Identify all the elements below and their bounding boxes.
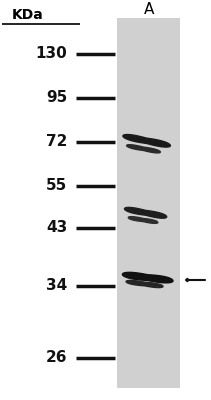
Polygon shape bbox=[123, 134, 170, 147]
Polygon shape bbox=[128, 217, 158, 223]
Text: KDa: KDa bbox=[12, 8, 43, 22]
Bar bbox=[117, 18, 180, 388]
Polygon shape bbox=[124, 207, 167, 218]
Text: 43: 43 bbox=[46, 220, 68, 236]
Text: 55: 55 bbox=[46, 178, 68, 194]
Text: 26: 26 bbox=[46, 350, 68, 366]
Text: A: A bbox=[143, 2, 154, 17]
Text: 72: 72 bbox=[46, 134, 68, 150]
Text: 130: 130 bbox=[36, 46, 68, 62]
Text: 95: 95 bbox=[46, 90, 68, 106]
Polygon shape bbox=[126, 280, 163, 288]
Polygon shape bbox=[127, 145, 160, 153]
Text: 34: 34 bbox=[46, 278, 68, 294]
Polygon shape bbox=[122, 272, 173, 283]
